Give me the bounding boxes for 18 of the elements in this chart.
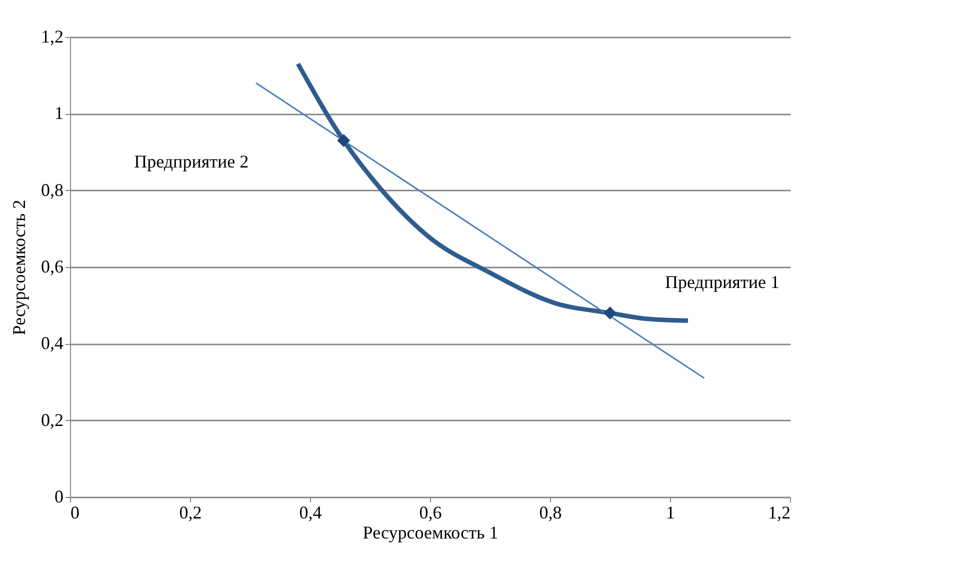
y-tick-label: 1 [54, 103, 64, 124]
y-tick-label: 0,6 [41, 256, 64, 276]
x-tick-label: 1 [666, 502, 675, 522]
x-tick-label: 0,2 [179, 502, 202, 522]
x-tick-label: 0,6 [419, 502, 442, 522]
y-axis-title: Ресурсоемкость 2 [9, 200, 29, 336]
annotation: Предприятие 1 [665, 272, 780, 292]
y-tick-label: 0,2 [41, 410, 64, 430]
x-axis-title: Ресурсоемкость 1 [362, 522, 498, 542]
y-tick-label: 0,4 [41, 333, 64, 354]
y-tick-label: 1,2 [41, 26, 64, 46]
x-tick-label: 1,2 [768, 502, 790, 522]
annotation: Предприятие 2 [134, 152, 249, 172]
y-tick-label: 0,8 [41, 180, 64, 200]
y-tick-label: 0 [54, 486, 64, 506]
x-tick-label: 0,4 [299, 502, 322, 522]
x-tick-label: 0 [70, 502, 80, 522]
x-tick-label: 0,8 [539, 502, 562, 522]
